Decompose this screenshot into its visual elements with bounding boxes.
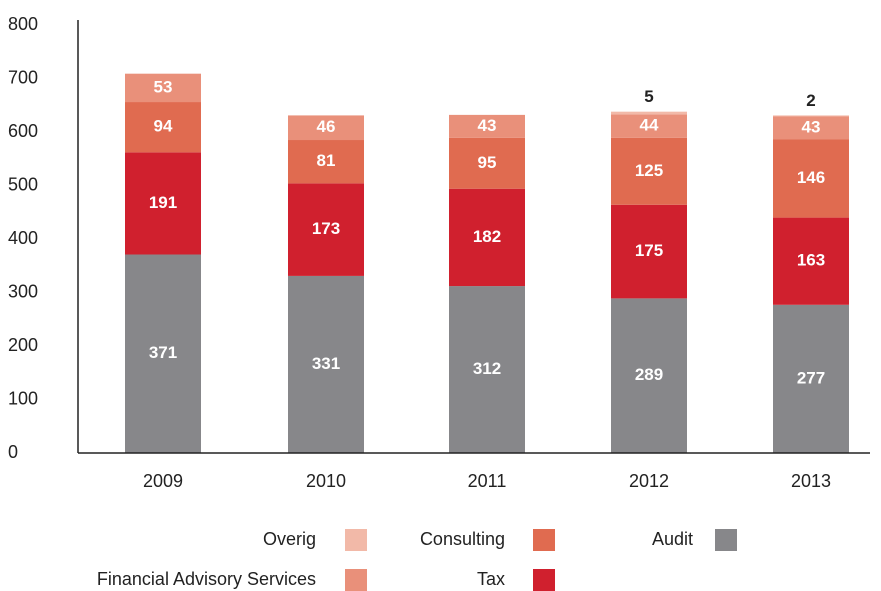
legend-swatch xyxy=(345,529,367,551)
value-label: 2 xyxy=(806,91,815,110)
bar-segment xyxy=(773,115,849,117)
value-label: 95 xyxy=(478,153,497,172)
value-label: 94 xyxy=(154,117,173,136)
legend-label: Tax xyxy=(477,569,505,589)
value-label: 289 xyxy=(635,365,663,384)
bar-segment xyxy=(611,137,687,205)
value-label: 331 xyxy=(312,354,340,373)
value-label: 46 xyxy=(317,117,336,136)
bar-segment xyxy=(288,140,364,184)
legend-label: Consulting xyxy=(420,529,505,549)
bar-segment xyxy=(288,275,364,453)
y-tick-label: 600 xyxy=(8,121,38,141)
x-tick-label: 2010 xyxy=(306,471,346,491)
legend-swatch xyxy=(715,529,737,551)
bar-segment xyxy=(611,204,687,299)
bar-segment xyxy=(449,286,525,453)
legend-swatch xyxy=(533,569,555,591)
bar-segment xyxy=(773,116,849,140)
value-label: 173 xyxy=(312,219,340,238)
value-label: 81 xyxy=(317,151,336,170)
y-tick-label: 300 xyxy=(8,281,38,301)
legend-label: Audit xyxy=(652,529,693,549)
x-tick-label: 2012 xyxy=(629,471,669,491)
bar-segment xyxy=(773,217,849,305)
bar-segment xyxy=(449,114,525,138)
value-label: 191 xyxy=(149,193,177,212)
bar-segment xyxy=(288,115,364,141)
value-label: 43 xyxy=(478,116,497,135)
value-label: 53 xyxy=(154,77,173,96)
bar-segment xyxy=(125,73,201,103)
bar-segment xyxy=(125,254,201,453)
value-label: 163 xyxy=(797,251,825,270)
bar-segment xyxy=(611,298,687,453)
value-label: 5 xyxy=(644,87,653,106)
value-label: 182 xyxy=(473,227,501,246)
x-tick-label: 2013 xyxy=(791,471,831,491)
bar-segment xyxy=(611,111,687,115)
bar-segment xyxy=(773,304,849,453)
legend-swatch xyxy=(533,529,555,551)
value-label: 44 xyxy=(640,116,659,135)
bar-segment xyxy=(125,102,201,153)
y-tick-label: 700 xyxy=(8,67,38,87)
y-tick-label: 0 xyxy=(8,442,18,462)
bar-segment xyxy=(449,137,525,189)
legend-label: Overig xyxy=(263,529,316,549)
bar-segment xyxy=(611,114,687,138)
x-tick-label: 2009 xyxy=(143,471,183,491)
y-tick-label: 200 xyxy=(8,335,38,355)
bar-segment xyxy=(288,183,364,276)
bar-segment xyxy=(449,188,525,287)
value-label: 371 xyxy=(149,343,177,362)
bar-segment xyxy=(773,139,849,218)
y-tick-label: 500 xyxy=(8,174,38,194)
value-label: 125 xyxy=(635,161,663,180)
value-label: 146 xyxy=(797,168,825,187)
legend-label: Financial Advisory Services xyxy=(97,569,316,589)
value-label: 312 xyxy=(473,359,501,378)
y-tick-label: 800 xyxy=(8,14,38,34)
y-tick-label: 400 xyxy=(8,228,38,248)
bar-segment xyxy=(125,152,201,255)
value-label: 277 xyxy=(797,368,825,387)
legend-swatch xyxy=(345,569,367,591)
value-label: 175 xyxy=(635,241,663,260)
value-label: 43 xyxy=(802,117,821,136)
x-tick-label: 2011 xyxy=(468,471,507,491)
y-tick-label: 100 xyxy=(8,388,38,408)
